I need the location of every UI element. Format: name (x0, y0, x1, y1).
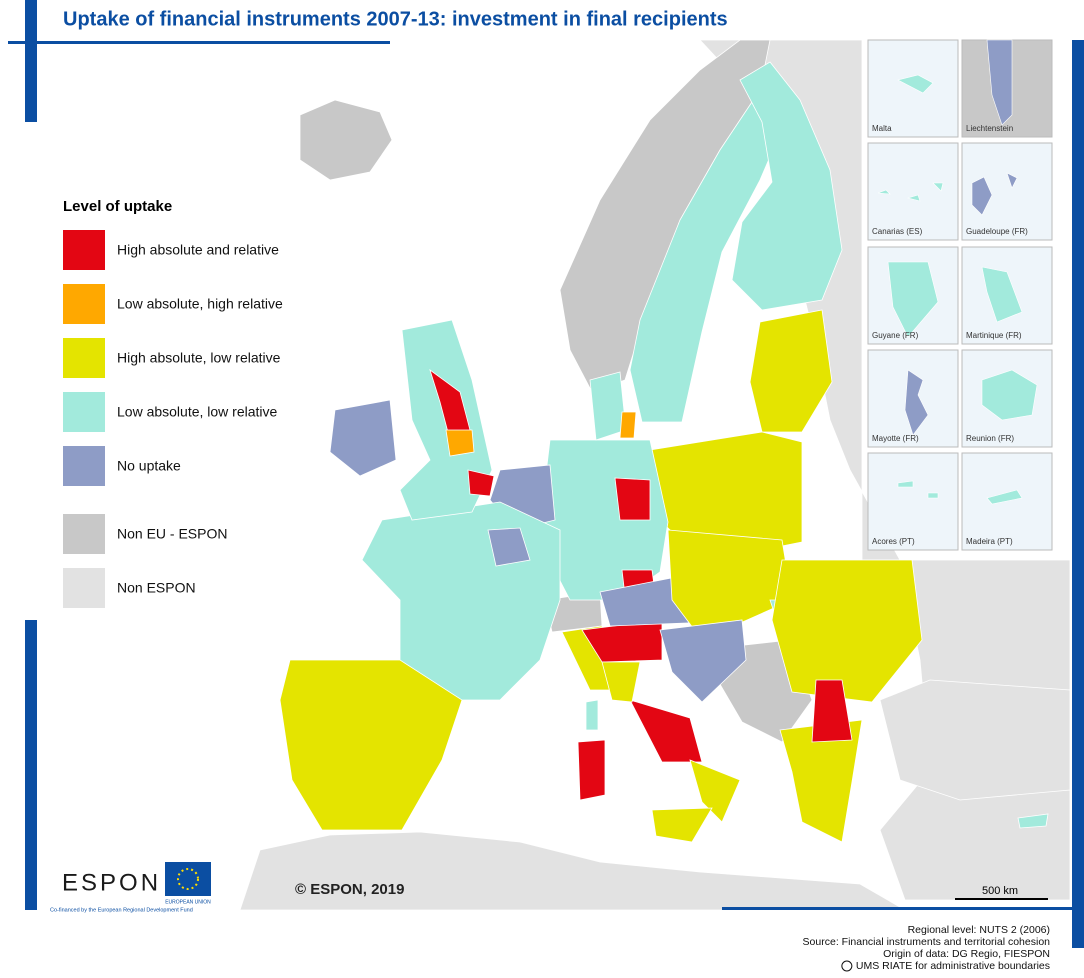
blue-bar (1072, 40, 1084, 948)
inset-frame (868, 40, 958, 137)
legend-label: Low absolute, low relative (117, 404, 278, 420)
sardinia (578, 740, 605, 800)
inset: Canarias (ES) (868, 143, 958, 240)
legend-swatch (63, 392, 105, 432)
title-rule (8, 41, 390, 44)
inset-label: Martinique (FR) (966, 331, 1022, 340)
germany-red (615, 478, 650, 520)
espon-logo: ESPON (62, 869, 161, 896)
uk-orange (446, 430, 474, 456)
inset-frame (962, 453, 1052, 550)
legend-swatch (63, 568, 105, 608)
inset: Guadeloupe (FR) (962, 143, 1052, 240)
inset-label: Guadeloupe (FR) (966, 227, 1028, 236)
legend-swatch (63, 230, 105, 270)
denmark-orange (620, 412, 636, 438)
footer-rule (722, 907, 1072, 910)
inset: Malta (868, 40, 958, 137)
inset-label: Reunion (FR) (966, 434, 1014, 443)
inset: Martinique (FR) (962, 247, 1052, 344)
footer-line: Origin of data: DG Regio, FIESPON (883, 948, 1050, 960)
inset: Acores (PT) (868, 453, 958, 550)
legend-label: High absolute, low relative (117, 350, 281, 366)
eu-flag (165, 862, 211, 896)
blue-bar (25, 0, 37, 122)
legend-swatch (63, 284, 105, 324)
eu-label: EUROPEAN UNION (165, 899, 211, 905)
inset-frame (868, 453, 958, 550)
legend-label: High absolute and relative (117, 242, 279, 258)
inset-label: Canarias (ES) (872, 227, 923, 236)
inset: Liechtenstein (962, 40, 1052, 137)
inset-label: Malta (872, 124, 892, 133)
legend-swatch (63, 338, 105, 378)
legend-label: Non EU - ESPON (117, 526, 227, 542)
title: Uptake of financial instruments 2007-13:… (63, 8, 728, 30)
inset: Mayotte (FR) (868, 350, 958, 447)
footer-line: UMS RIATE for administrative boundaries (856, 960, 1050, 972)
legend-title: Level of uptake (63, 198, 172, 215)
scale-bar (955, 898, 1048, 900)
scale-label: 500 km (982, 885, 1018, 897)
inset: Madeira (PT) (962, 453, 1052, 550)
inset-label: Acores (PT) (872, 537, 915, 546)
inset-label: Guyane (FR) (872, 331, 919, 340)
legend-swatch (63, 446, 105, 486)
copyright: © ESPON, 2019 (295, 881, 404, 898)
map-page: Uptake of financial instruments 2007-13:… (0, 0, 1084, 978)
corsica (586, 700, 598, 730)
inset-label: Mayotte (FR) (872, 434, 919, 443)
turkey (880, 680, 1070, 800)
inset-label: Madeira (PT) (966, 537, 1013, 546)
inset: Reunion (FR) (962, 350, 1052, 447)
inset-label: Liechtenstein (966, 124, 1013, 133)
legend-label: Non ESPON (117, 580, 196, 596)
blue-bar (25, 620, 37, 910)
inset: Guyane (FR) (868, 247, 958, 344)
footer-line: Source: Financial instruments and territ… (803, 936, 1051, 948)
footer-line: Regional level: NUTS 2 (2006) (908, 924, 1050, 936)
legend-label: Low absolute, high relative (117, 296, 283, 312)
legend-label: No uptake (117, 458, 181, 474)
cofinanced: Co-financed by the European Regional Dev… (50, 907, 193, 913)
legend-swatch (63, 514, 105, 554)
